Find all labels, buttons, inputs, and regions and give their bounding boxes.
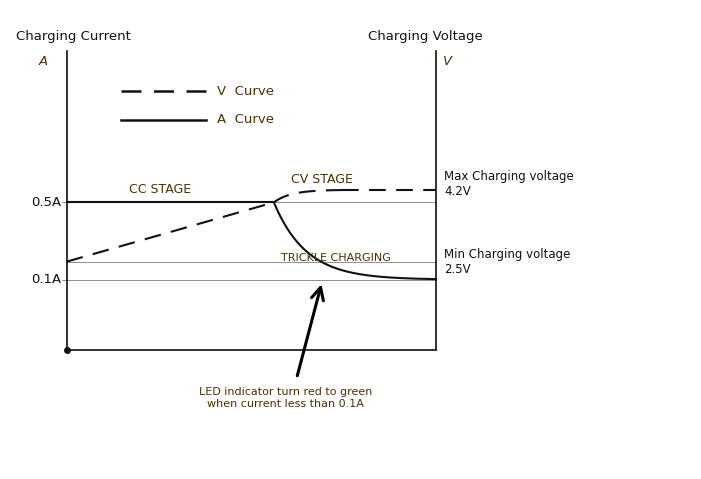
Text: Max Charging voltage
4.2V: Max Charging voltage 4.2V xyxy=(444,171,574,198)
Text: Min Charging voltage
2.5V: Min Charging voltage 2.5V xyxy=(444,248,571,275)
Text: V  Curve: V Curve xyxy=(217,84,274,98)
Text: LED indicator turn red to green
when current less than 0.1A: LED indicator turn red to green when cur… xyxy=(198,388,372,409)
Text: A: A xyxy=(39,55,48,68)
Text: CV STAGE: CV STAGE xyxy=(291,173,353,186)
Text: CC STAGE: CC STAGE xyxy=(129,183,191,196)
Text: Charging Current: Charging Current xyxy=(15,30,130,43)
Text: A  Curve: A Curve xyxy=(217,113,274,126)
Text: 0.1A: 0.1A xyxy=(31,273,61,286)
Text: Charging Voltage: Charging Voltage xyxy=(367,30,482,43)
Text: 0.5A: 0.5A xyxy=(31,196,61,209)
Text: V: V xyxy=(442,55,451,68)
Text: TRICKLE CHARGING: TRICKLE CHARGING xyxy=(281,253,391,263)
